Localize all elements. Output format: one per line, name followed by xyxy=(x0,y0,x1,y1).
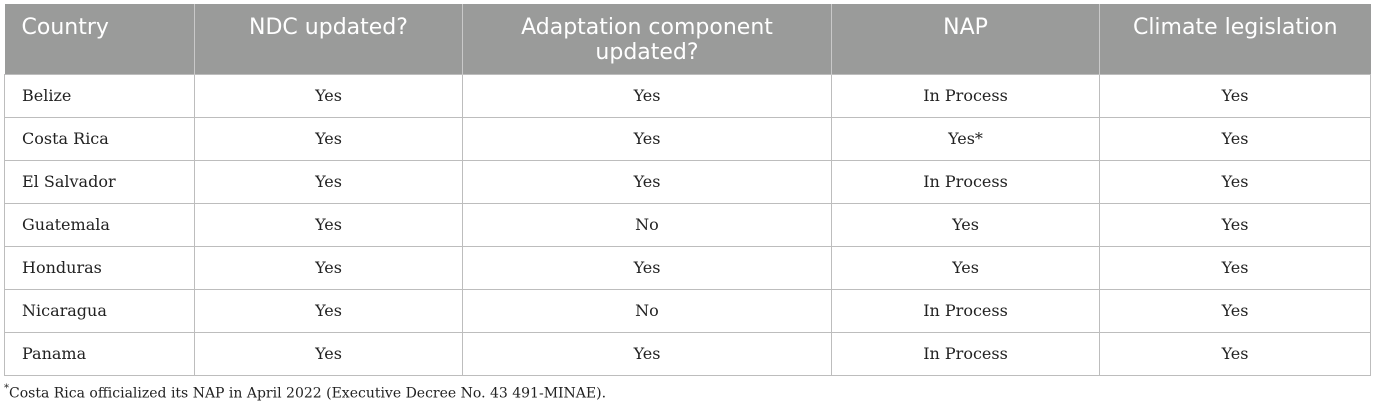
cell-climate-legislation: Yes xyxy=(1099,288,1371,333)
table-container: Country NDC updated? Adaptation componen… xyxy=(4,4,1371,376)
cell-nap: Yes xyxy=(831,202,1100,247)
table-row: Nicaragua Yes No In Process Yes xyxy=(4,288,1371,333)
footnote-marker: * xyxy=(4,383,9,394)
cell-nap: Yes* xyxy=(831,116,1100,161)
table-footnote: *Costa Rica officialized its NAP in Apri… xyxy=(4,383,607,402)
cell-nap: In Process xyxy=(831,288,1100,333)
cell-climate-legislation: Yes xyxy=(1099,245,1371,290)
cell-ndc-updated: Yes xyxy=(194,202,463,247)
table-row: Belize Yes Yes In Process Yes xyxy=(4,73,1371,118)
cell-country: Nicaragua xyxy=(4,288,195,333)
cell-climate-legislation: Yes xyxy=(1099,116,1371,161)
header-nap: NAP xyxy=(831,4,1100,74)
cell-ndc-updated: Yes xyxy=(194,331,463,376)
cell-country: Costa Rica xyxy=(4,116,195,161)
cell-country: Panama xyxy=(4,331,195,376)
table-row: El Salvador Yes Yes In Process Yes xyxy=(4,159,1371,204)
cell-climate-legislation: Yes xyxy=(1099,73,1371,118)
cell-nap: Yes xyxy=(831,245,1100,290)
header-ndc-updated: NDC updated? xyxy=(194,4,463,74)
cell-country: Belize xyxy=(4,73,195,118)
header-climate-legislation: Climate legislation xyxy=(1099,4,1371,74)
cell-ndc-updated: Yes xyxy=(194,116,463,161)
cell-ndc-updated: Yes xyxy=(194,288,463,333)
cell-adaptation-updated: No xyxy=(462,202,832,247)
header-adaptation-updated: Adaptation component updated? xyxy=(462,4,832,74)
cell-adaptation-updated: Yes xyxy=(462,245,832,290)
table-header: Country NDC updated? Adaptation componen… xyxy=(4,4,1371,74)
cell-climate-legislation: Yes xyxy=(1099,331,1371,376)
cell-nap: In Process xyxy=(831,73,1100,118)
cell-adaptation-updated: Yes xyxy=(462,331,832,376)
cell-ndc-updated: Yes xyxy=(194,159,463,204)
cell-country: Honduras xyxy=(4,245,195,290)
cell-nap: In Process xyxy=(831,331,1100,376)
header-row: Country NDC updated? Adaptation componen… xyxy=(4,4,1371,74)
cell-adaptation-updated: Yes xyxy=(462,159,832,204)
cell-ndc-updated: Yes xyxy=(194,245,463,290)
footnote-text: Costa Rica officialized its NAP in April… xyxy=(9,385,607,402)
table-body: Belize Yes Yes In Process Yes Costa Rica… xyxy=(4,73,1371,376)
table-row: Guatemala Yes No Yes Yes xyxy=(4,202,1371,247)
table-row: Costa Rica Yes Yes Yes* Yes xyxy=(4,116,1371,161)
cell-adaptation-updated: Yes xyxy=(462,73,832,118)
ndc-status-table: Country NDC updated? Adaptation componen… xyxy=(4,4,1371,376)
cell-adaptation-updated: No xyxy=(462,288,832,333)
cell-climate-legislation: Yes xyxy=(1099,159,1371,204)
cell-country: Guatemala xyxy=(4,202,195,247)
table-row: Honduras Yes Yes Yes Yes xyxy=(4,245,1371,290)
cell-ndc-updated: Yes xyxy=(194,73,463,118)
header-country: Country xyxy=(4,4,195,74)
table-row: Panama Yes Yes In Process Yes xyxy=(4,331,1371,376)
cell-nap: In Process xyxy=(831,159,1100,204)
cell-adaptation-updated: Yes xyxy=(462,116,832,161)
cell-country: El Salvador xyxy=(4,159,195,204)
cell-climate-legislation: Yes xyxy=(1099,202,1371,247)
